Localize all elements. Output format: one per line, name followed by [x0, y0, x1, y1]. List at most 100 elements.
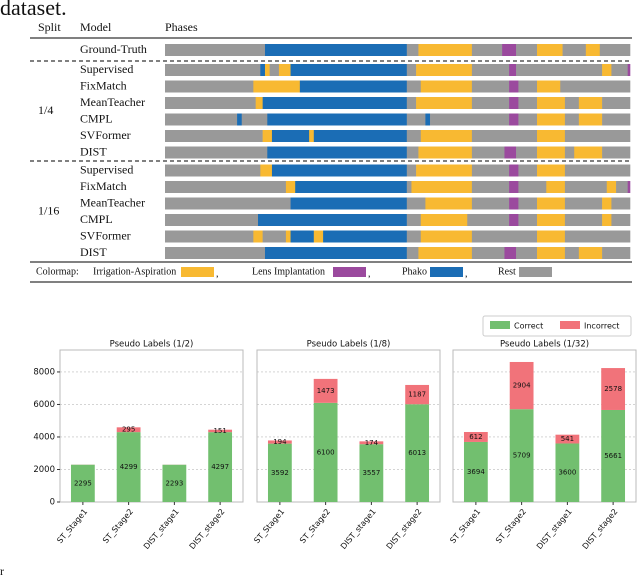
phase-segment — [264, 247, 408, 259]
caption-fragment: dataset. — [0, 0, 67, 20]
phase-segment — [418, 247, 473, 259]
phase-segment — [430, 113, 510, 126]
bar-segment — [208, 429, 233, 433]
phase-segment — [420, 230, 473, 243]
phase-segment — [262, 230, 287, 243]
phase-segment — [602, 97, 631, 109]
phase-segment — [420, 130, 473, 142]
separator: , — [368, 268, 371, 279]
phase-segment — [165, 230, 254, 243]
phase-segment — [313, 130, 408, 142]
model-label: DIST — [80, 144, 107, 158]
phase-segment — [537, 130, 566, 142]
legend-box — [482, 315, 632, 337]
phase-segment — [518, 97, 538, 109]
phase-segment — [411, 181, 473, 193]
phase-segment — [313, 230, 324, 243]
phase-segment — [416, 64, 473, 76]
phase-segment — [578, 113, 603, 126]
phase-segment — [467, 214, 510, 226]
phase-segment — [271, 130, 310, 142]
x-tick-label: DIST_stage2 — [581, 507, 620, 551]
bar-segment — [116, 432, 141, 502]
bar-segment — [267, 443, 292, 502]
x-tick-label: DIST_stage2 — [188, 507, 227, 551]
phase-segment — [537, 80, 561, 93]
phase-segment — [290, 230, 315, 243]
chart-title: Pseudo Labels (1/32) — [500, 340, 589, 350]
phase-segment — [406, 80, 422, 93]
phase-segment — [165, 146, 268, 159]
phase-segment — [560, 80, 631, 93]
phase-segment — [165, 181, 287, 193]
phase-segment — [420, 214, 468, 226]
y-tick-label: 6000 — [33, 400, 55, 410]
phase-segment — [165, 80, 254, 93]
phase-segment — [406, 64, 417, 76]
phase-segment — [602, 214, 612, 226]
phase-segment — [406, 97, 417, 109]
phase-segment — [285, 230, 291, 243]
bar-segment — [208, 432, 233, 502]
phase-segment — [516, 64, 603, 76]
phase-segment — [537, 197, 566, 210]
separator: , — [465, 268, 468, 279]
phase-segment — [537, 214, 566, 226]
phase-segment — [471, 164, 510, 177]
phase-segment — [606, 181, 617, 193]
phase-segment — [253, 230, 263, 243]
split-label: 1/4 — [38, 103, 53, 117]
bar-segment — [463, 431, 488, 442]
phase-segment — [562, 44, 587, 56]
model-label: MeanTeacher — [80, 95, 145, 109]
bar-segment — [313, 378, 338, 403]
phase-segment — [258, 214, 408, 226]
phase-segment — [564, 181, 608, 193]
phase-segment — [165, 113, 238, 126]
model-label: CMPL — [80, 111, 113, 125]
phase-segment — [537, 113, 566, 126]
phase-segment — [295, 181, 408, 193]
model-label: Supervised — [80, 62, 133, 76]
phase-segment — [471, 80, 510, 93]
phase-segment — [264, 44, 408, 56]
phase-segment — [406, 181, 412, 193]
phase-segment — [406, 130, 422, 142]
phase-segment — [509, 113, 519, 126]
model-label: Ground-Truth — [80, 42, 147, 56]
model-label: CMPL — [80, 212, 113, 226]
phase-segment — [627, 181, 631, 193]
phase-segment — [165, 164, 261, 177]
legend-swatch — [490, 321, 510, 329]
phase-segment — [406, 214, 422, 226]
legend-label: Incorrect — [584, 322, 619, 331]
phase-segment — [406, 44, 419, 56]
phase-segment — [285, 181, 296, 193]
phase-segment — [271, 164, 408, 177]
data-label: 1473 — [317, 387, 335, 395]
phase-segment — [509, 214, 519, 226]
phase-segment — [599, 44, 631, 56]
phase-segment — [253, 80, 301, 93]
model-label: Supervised — [80, 162, 133, 176]
phase-segment — [471, 230, 538, 243]
phase-segment — [471, 97, 510, 109]
data-label: 3600 — [558, 469, 576, 477]
model-label: DIST — [80, 245, 107, 259]
phase-segment — [267, 113, 408, 126]
phase-segment — [471, 181, 510, 193]
x-tick-label: DIST_stage1 — [142, 507, 181, 551]
phase-segment — [262, 130, 273, 142]
phase-segment — [602, 146, 631, 159]
phase-segment — [602, 113, 631, 126]
phase-segment — [537, 164, 566, 177]
phase-segment — [406, 197, 426, 210]
colormap-name: Rest — [498, 266, 516, 277]
phase-segment — [616, 181, 628, 193]
phase-segment — [264, 64, 270, 76]
bar-segment — [509, 409, 534, 502]
x-tick-label: DIST_stage2 — [385, 507, 424, 551]
chart-title: Pseudo Labels (1/2) — [110, 340, 194, 350]
x-tick-label: ST_Stage1 — [252, 507, 286, 545]
phase-segment — [537, 97, 566, 109]
